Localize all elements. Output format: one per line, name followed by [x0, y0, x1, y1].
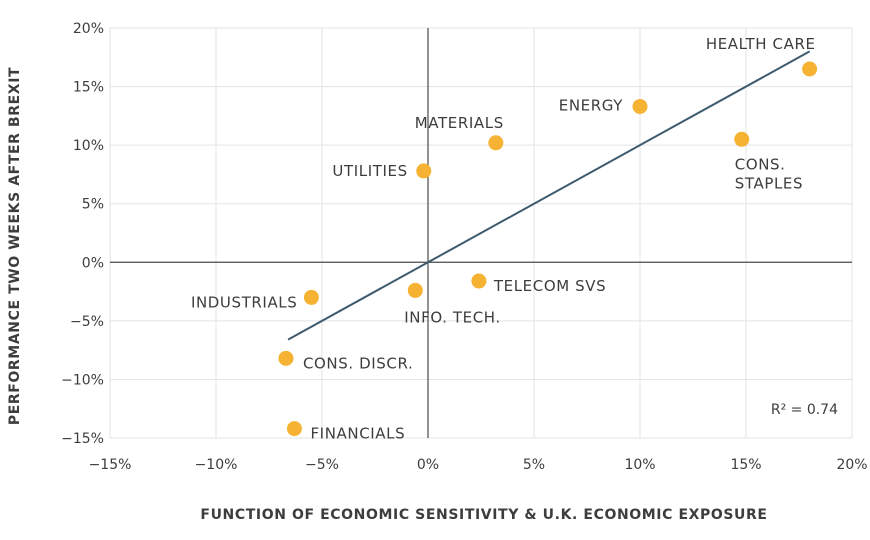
tick-labels: −15% −10% −5% 0% 5% 10% 15% 20% 20% 15% 10% 5% 0% −5%… [61, 21, 867, 473]
data-point [734, 131, 750, 147]
y-tick-label: 15% [73, 80, 104, 96]
x-tick-label: −15% [89, 457, 132, 473]
y-tick-label: −15% [61, 431, 104, 447]
data-point [471, 273, 487, 289]
y-tick-label: −10% [61, 372, 104, 388]
data-points [278, 61, 818, 437]
point-label: INFO. TECH. [404, 308, 501, 326]
point-label: MATERIALS [415, 114, 504, 132]
x-tick-label: −5% [305, 457, 339, 473]
y-tick-label: 20% [73, 21, 104, 37]
gridlines [109, 27, 853, 439]
x-tick-label: 10% [624, 457, 655, 473]
y-tick-label: 10% [73, 138, 104, 154]
data-point [286, 421, 302, 437]
point-label: INDUSTRIALS [191, 293, 297, 311]
x-tick-label: 5% [523, 457, 545, 473]
point-label: ENERGY [559, 96, 623, 114]
point-label: TELECOM SVS [493, 277, 606, 295]
y-axis-title: PERFORMANCE TWO WEEKS AFTER BREXIT [7, 67, 23, 425]
x-tick-label: 15% [730, 457, 761, 473]
r-squared-annotation: R² = 0.74 [771, 402, 838, 418]
x-tick-label: 20% [836, 457, 867, 473]
y-tick-label: 0% [82, 255, 104, 271]
point-label: FINANCIALS [310, 425, 405, 443]
point-label: CONS. DISCR. [303, 354, 413, 372]
trendline [287, 50, 811, 341]
data-point [407, 282, 423, 298]
x-tick-label: −10% [195, 457, 238, 473]
data-point [303, 289, 319, 305]
y-tick-label: −5% [70, 314, 104, 330]
data-point [416, 163, 432, 179]
data-point [488, 135, 504, 151]
data-point [802, 61, 818, 77]
point-label: CONS. STAPLES [735, 155, 803, 192]
trendline-group [287, 50, 811, 341]
data-point [632, 98, 648, 114]
x-tick-label: 0% [417, 457, 439, 473]
zero-axes [110, 28, 852, 438]
x-axis-title: FUNCTION OF ECONOMIC SENSITIVITY & U.K. … [200, 507, 767, 523]
point-labels: HEALTH CARE ENERGY MATERIALS CONS. STAPLES UT… [191, 35, 816, 443]
data-point [278, 350, 294, 366]
point-label: UTILITIES [332, 162, 407, 180]
point-label: HEALTH CARE [706, 35, 816, 53]
y-tick-label: 5% [82, 197, 104, 213]
